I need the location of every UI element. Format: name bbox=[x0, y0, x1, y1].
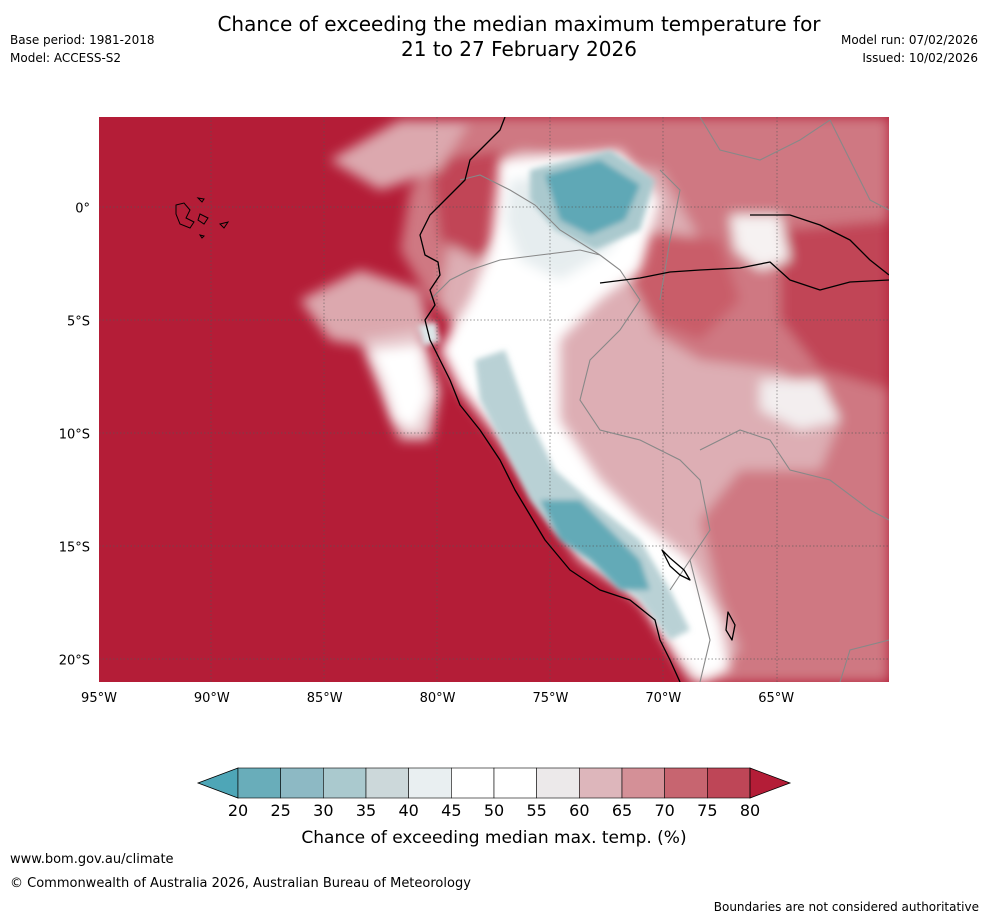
field-50 bbox=[440, 150, 730, 682]
x-tick-label: 90°W bbox=[194, 691, 230, 706]
colorbar-label: Chance of exceeding median max. temp. (%… bbox=[301, 828, 686, 848]
longitude-tick-labels: 95°W 90°W 85°W 80°W 75°W 70°W 65°W bbox=[81, 691, 794, 706]
field-65-north bbox=[330, 120, 470, 190]
field-25-south bbox=[540, 500, 650, 590]
bolivia-paraguay-border bbox=[839, 639, 889, 682]
colorbar-segment bbox=[323, 767, 367, 799]
colorbar-tick-label: 75 bbox=[697, 801, 717, 820]
colorbar-tick-label: 65 bbox=[612, 801, 632, 820]
guyana-border bbox=[829, 119, 889, 211]
colorbar-segment bbox=[280, 767, 324, 799]
x-tick-label: 80°W bbox=[420, 691, 456, 706]
x-tick-label: 95°W bbox=[81, 691, 117, 706]
ecuador-peru-border bbox=[429, 249, 601, 301]
bolivia-brazil-border bbox=[699, 429, 889, 521]
y-tick-label: 20°S bbox=[59, 653, 90, 668]
base-period-text: Base period: 1981-2018 bbox=[10, 33, 155, 47]
x-tick-label: 70°W bbox=[645, 691, 681, 706]
colorbar-tick-label: 20 bbox=[228, 801, 248, 820]
model-run-text: Model run: 07/02/2026 bbox=[840, 33, 978, 47]
colorbar-segment bbox=[707, 767, 751, 799]
colorbar-segment bbox=[493, 767, 537, 799]
colorbar-tick-label: 50 bbox=[484, 801, 504, 820]
field-50-offshore bbox=[370, 345, 430, 430]
lake-titicaca bbox=[661, 549, 691, 581]
colorbar-tick-label: 70 bbox=[654, 801, 674, 820]
graticule bbox=[99, 117, 889, 682]
colorbar-tick-label: 60 bbox=[569, 801, 589, 820]
bolivia-chile-border bbox=[689, 559, 711, 682]
colorbar bbox=[196, 767, 792, 799]
field-25-north bbox=[545, 160, 640, 235]
x-tick-label: 65°W bbox=[758, 691, 794, 706]
colorbar-tick-label: 55 bbox=[526, 801, 546, 820]
peru-brazil-border bbox=[579, 254, 711, 591]
colorbar-under-arrow bbox=[196, 767, 239, 799]
y-tick-label: 15°S bbox=[59, 540, 90, 555]
poopo-lake bbox=[725, 611, 736, 641]
meta-right: Model run: 07/02/2026 Issued: 10/02/2026 bbox=[841, 31, 978, 67]
colorbar-tick-labels: 20 25 30 35 40 45 50 55 60 65 70 75 80 bbox=[228, 801, 760, 820]
colorbar-segment bbox=[408, 767, 452, 799]
footer-copyright: © Commonwealth of Australia 2026, Austra… bbox=[10, 876, 471, 891]
rio-negro bbox=[750, 214, 889, 276]
field-75-blob-east bbox=[780, 220, 889, 390]
meta-left: Base period: 1981-2018 Model: ACCESS-S2 bbox=[10, 31, 155, 67]
coastlines bbox=[419, 117, 889, 682]
colorbar-tick-label: 40 bbox=[398, 801, 418, 820]
colorbar-segment bbox=[536, 767, 580, 799]
colorbar-tick-label: 45 bbox=[441, 801, 461, 820]
colorbar-segment bbox=[664, 767, 708, 799]
page-title: Chance of exceeding the median maximum t… bbox=[180, 12, 858, 62]
title-line-1: Chance of exceeding the median maximum t… bbox=[217, 12, 821, 36]
colorbar-over-arrow bbox=[749, 767, 792, 799]
field-70-offshore bbox=[300, 270, 430, 350]
field-55-east-white bbox=[760, 380, 840, 430]
x-tick-label: 85°W bbox=[307, 691, 343, 706]
colorbar-tick-label: 25 bbox=[270, 801, 290, 820]
colorbar-segment bbox=[365, 767, 409, 799]
brazil-venezuela-border bbox=[699, 117, 831, 161]
field-70-blob-north bbox=[630, 230, 740, 340]
pacific-coastline bbox=[419, 117, 681, 682]
latitude-tick-labels: 0° 5°S 10°S 15°S 20°S bbox=[59, 201, 90, 668]
galapagos-islands bbox=[175, 197, 230, 239]
footer-url[interactable]: www.bom.gov.au/climate bbox=[10, 852, 174, 867]
amazon-river bbox=[599, 261, 889, 291]
title-line-2: 21 to 27 February 2026 bbox=[401, 37, 637, 61]
issued-text: Issued: 10/02/2026 bbox=[862, 51, 978, 65]
footer-disclaimer: Boundaries are not considered authoritat… bbox=[713, 900, 979, 914]
colorbar-segment bbox=[237, 767, 281, 799]
y-tick-label: 10°S bbox=[59, 427, 90, 442]
model-text: Model: ACCESS-S2 bbox=[10, 51, 122, 65]
colorbar-segment bbox=[579, 767, 623, 799]
colorbar-segment bbox=[451, 767, 495, 799]
colorbar-tick-label: 80 bbox=[740, 801, 760, 820]
x-tick-label: 75°W bbox=[532, 691, 568, 706]
colombia-ecuador-border bbox=[459, 174, 601, 256]
country-boundaries bbox=[429, 117, 889, 682]
brazil-colombia-border bbox=[659, 169, 681, 301]
colorbar-tick-label: 35 bbox=[356, 801, 376, 820]
colorbar-segment bbox=[621, 767, 665, 799]
colorbar-tick-label: 30 bbox=[313, 801, 333, 820]
y-tick-label: 0° bbox=[75, 201, 90, 216]
y-tick-label: 5°S bbox=[67, 314, 90, 329]
map-panel bbox=[99, 117, 889, 682]
field-55-venezuela bbox=[730, 215, 790, 270]
